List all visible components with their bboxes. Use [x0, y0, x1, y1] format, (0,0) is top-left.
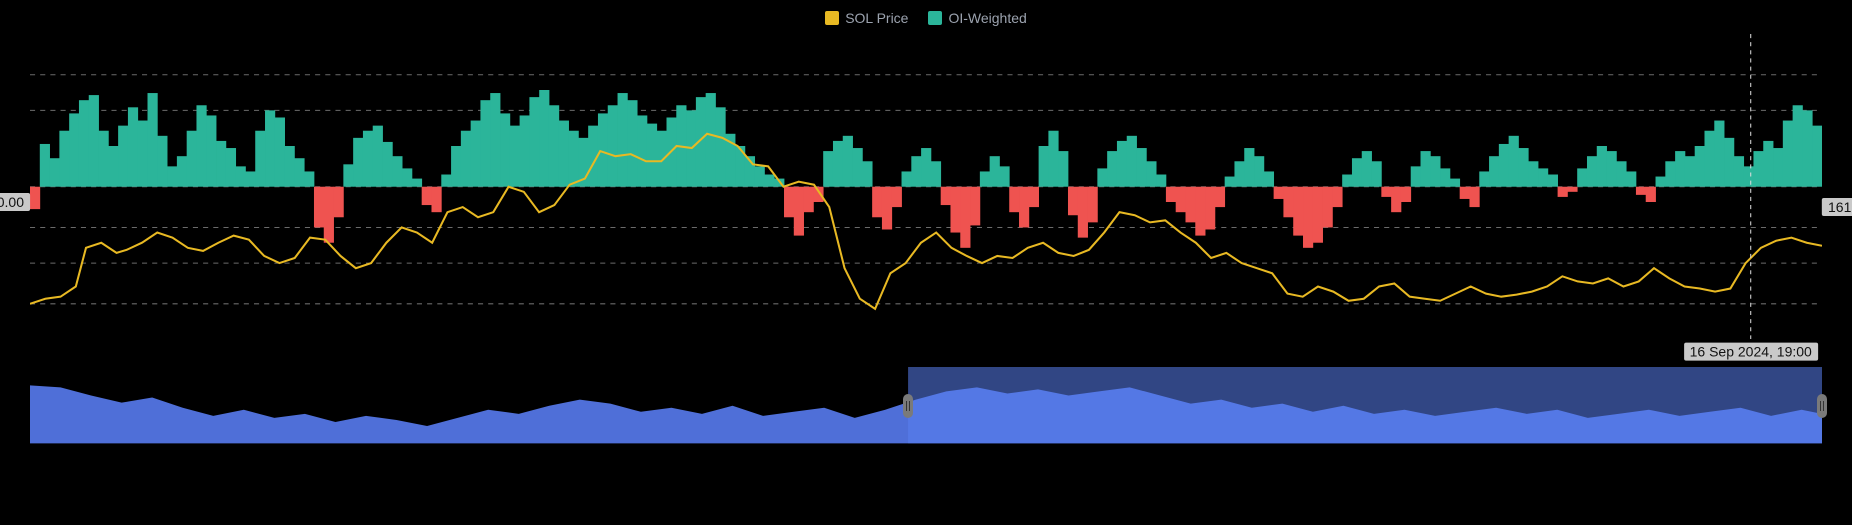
- cursor-timestamp: 16 Sep 2024, 19:00: [1684, 343, 1818, 361]
- legend-label-oi: OI-Weighted: [948, 10, 1026, 26]
- navigator-handle-left[interactable]: [903, 394, 913, 418]
- legend-item-price[interactable]: SOL Price: [825, 10, 908, 26]
- navigator-brush[interactable]: [908, 367, 1822, 443]
- legend-swatch-oi: [928, 11, 942, 25]
- right-axis-value: 161.56: [1822, 198, 1852, 216]
- main-chart[interactable]: -0.00 161.56 16 Sep 2024, 19:00: [30, 34, 1822, 339]
- main-chart-svg: [30, 34, 1822, 339]
- left-axis-value: -0.00: [0, 193, 30, 211]
- legend-swatch-price: [825, 11, 839, 25]
- navigator-handle-right[interactable]: [1817, 394, 1827, 418]
- legend-item-oi[interactable]: OI-Weighted: [928, 10, 1026, 26]
- legend: SOL Price OI-Weighted: [30, 10, 1822, 26]
- legend-label-price: SOL Price: [845, 10, 908, 26]
- navigator[interactable]: [30, 367, 1822, 443]
